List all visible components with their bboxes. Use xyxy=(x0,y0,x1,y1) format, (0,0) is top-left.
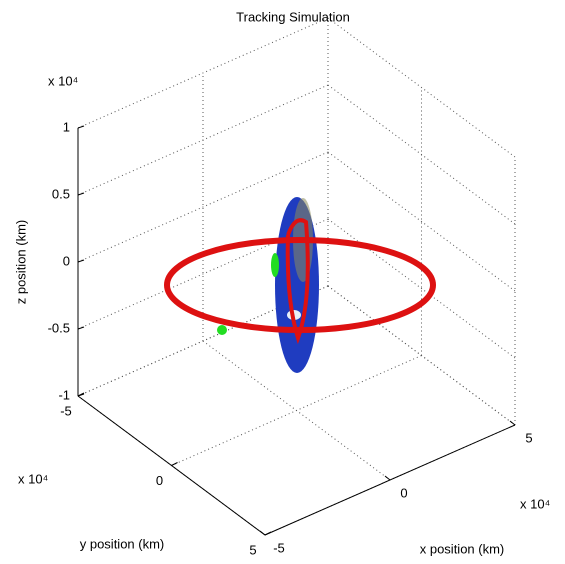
x-axis-label: x position (km) xyxy=(420,541,505,556)
y-tick-label: 0 xyxy=(156,473,163,488)
z-tick-label: 0 xyxy=(63,253,70,268)
page: Tracking Simulation x 10⁴ x 10⁴ x 10⁴ z … xyxy=(0,0,565,564)
x-tick-label: 5 xyxy=(525,430,532,445)
satellite-track xyxy=(217,325,227,335)
chart: Tracking Simulation x 10⁴ x 10⁴ x 10⁴ z … xyxy=(0,0,565,564)
z-tick-label: 1 xyxy=(63,119,70,134)
z-tick-label: 0.5 xyxy=(52,186,70,201)
x-tick-label: 0 xyxy=(400,485,407,500)
x-multiplier: x 10⁴ xyxy=(520,496,550,511)
earth xyxy=(275,197,319,373)
z-tick-label: -1 xyxy=(58,387,70,402)
satellite-track xyxy=(271,253,279,277)
y-axis-label: y position (km) xyxy=(80,536,165,551)
y-multiplier: x 10⁴ xyxy=(18,471,48,486)
chart-title: Tracking Simulation xyxy=(236,9,350,24)
z-axis-label: z position (km) xyxy=(13,220,28,305)
y-tick-label: -5 xyxy=(60,403,72,418)
z-multiplier: x 10⁴ xyxy=(48,73,78,88)
y-tick-label: 5 xyxy=(249,542,256,557)
z-tick-label: -0.5 xyxy=(48,320,70,335)
x-tick-label: -5 xyxy=(273,540,285,555)
